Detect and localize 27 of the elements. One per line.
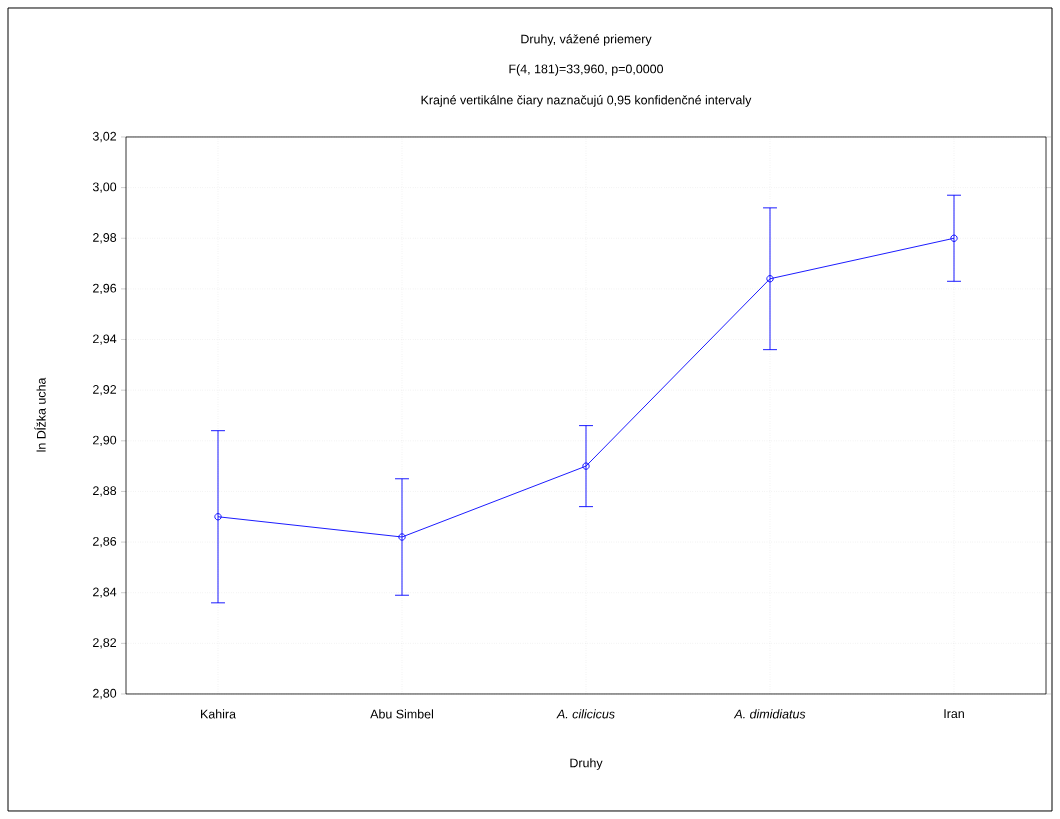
y-tick-label: 2,86 [93, 536, 117, 548]
y-tick-label: 2,82 [93, 638, 117, 649]
y-tick-label: 2,80 [93, 688, 117, 700]
text: Krajné vertikálne čiary naznačujú 0,95 konfidenčné intervaly [421, 95, 752, 107]
y-tick-label: 2,90 [93, 435, 117, 446]
y-tick-label: 2,98 [93, 233, 117, 244]
x-tick-label: Iran [944, 709, 964, 719]
chart-title: Druhy, vážené priemery [521, 34, 652, 46]
y-tick-label: 2,84 [93, 587, 117, 598]
chart-subtitle: F(4, 181)=33,960, p=0,0000 [509, 64, 664, 76]
x-tick-label: Kahira [201, 709, 236, 719]
x-tick-label: A. dimidiatus [733, 709, 806, 719]
point [582, 462, 590, 470]
point [214, 513, 222, 521]
point [766, 275, 774, 283]
y-tick-label: 3,00 [92, 182, 117, 193]
y-tick-label: 2,96 [93, 283, 117, 295]
y-axis-title: ln Dĺžka ucha [34, 377, 46, 452]
x-tick-label: A. cilicicus [556, 709, 615, 719]
x-tick-label: Abu Simbel [370, 709, 433, 719]
point [950, 234, 958, 242]
x-axis-title: Druhy [570, 758, 603, 770]
y-tick-label: 2,92 [93, 385, 117, 396]
point [398, 533, 406, 541]
y-tick-label: 2,88 [93, 486, 117, 497]
y-tick-label: 3,02 [92, 131, 117, 143]
y-tick-label: 2,94 [93, 334, 117, 345]
